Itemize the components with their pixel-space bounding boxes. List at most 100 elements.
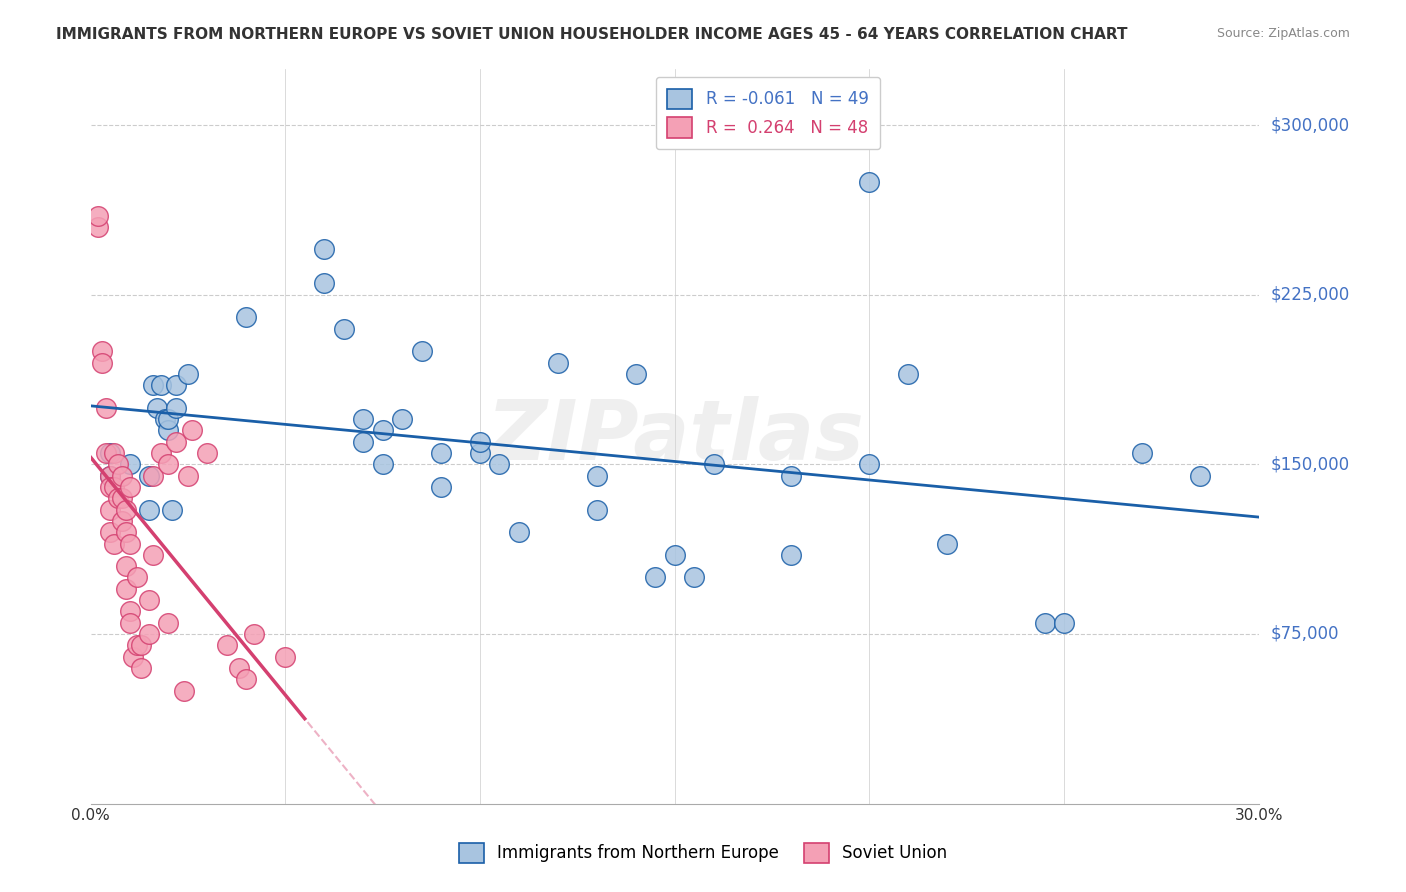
Point: [127, 638, 149, 652]
Point: [173, 683, 195, 698]
Point: [274, 649, 297, 664]
Point: [780, 468, 803, 483]
Point: [683, 570, 706, 584]
Point: [138, 502, 160, 516]
Point: [352, 412, 374, 426]
Point: [235, 672, 257, 686]
Point: [98, 480, 121, 494]
Point: [644, 570, 666, 584]
Point: [897, 367, 920, 381]
Point: [508, 525, 530, 540]
Point: [96, 401, 118, 415]
Point: [138, 468, 160, 483]
Point: [468, 446, 491, 460]
Point: [107, 491, 129, 506]
Point: [157, 615, 180, 630]
Point: [332, 321, 354, 335]
Point: [165, 434, 187, 449]
Point: [146, 401, 169, 415]
Point: [129, 638, 152, 652]
Legend: Immigrants from Northern Europe, Soviet Union: Immigrants from Northern Europe, Soviet …: [447, 831, 959, 875]
Point: [1130, 446, 1153, 460]
Point: [177, 367, 200, 381]
Point: [103, 446, 125, 460]
Point: [142, 548, 165, 562]
Text: Source: ZipAtlas.com: Source: ZipAtlas.com: [1216, 27, 1350, 40]
Point: [165, 378, 187, 392]
Point: [98, 446, 121, 460]
Point: [96, 446, 118, 460]
Point: [114, 525, 136, 540]
Legend: R = -0.061   N = 49, R =  0.264   N = 48: R = -0.061 N = 49, R = 0.264 N = 48: [655, 77, 880, 149]
Point: [114, 502, 136, 516]
Point: [430, 480, 453, 494]
Point: [142, 468, 165, 483]
Point: [98, 525, 121, 540]
Text: $300,000: $300,000: [1271, 116, 1350, 134]
Point: [858, 175, 880, 189]
Point: [114, 582, 136, 596]
Point: [118, 604, 141, 618]
Point: [664, 548, 686, 562]
Point: [197, 446, 219, 460]
Point: [228, 661, 250, 675]
Point: [142, 378, 165, 392]
Point: [780, 548, 803, 562]
Text: IMMIGRANTS FROM NORTHERN EUROPE VS SOVIET UNION HOUSEHOLDER INCOME AGES 45 - 64 : IMMIGRANTS FROM NORTHERN EUROPE VS SOVIE…: [56, 27, 1128, 42]
Point: [624, 367, 647, 381]
Point: [153, 412, 176, 426]
Point: [103, 536, 125, 550]
Point: [87, 209, 110, 223]
Point: [157, 458, 180, 472]
Point: [157, 412, 180, 426]
Point: [118, 536, 141, 550]
Point: [547, 355, 569, 369]
Point: [118, 458, 141, 472]
Point: [91, 355, 114, 369]
Point: [1033, 615, 1056, 630]
Point: [215, 638, 238, 652]
Point: [1189, 468, 1212, 483]
Point: [157, 424, 180, 438]
Point: [87, 219, 110, 234]
Point: [352, 434, 374, 449]
Point: [118, 615, 141, 630]
Point: [149, 446, 172, 460]
Point: [858, 458, 880, 472]
Point: [98, 502, 121, 516]
Text: ZIPatlas: ZIPatlas: [485, 395, 863, 476]
Point: [129, 661, 152, 675]
Point: [114, 559, 136, 574]
Point: [371, 458, 394, 472]
Point: [138, 627, 160, 641]
Point: [103, 480, 125, 494]
Point: [127, 570, 149, 584]
Point: [149, 378, 172, 392]
Point: [98, 468, 121, 483]
Point: [235, 310, 257, 325]
Point: [118, 480, 141, 494]
Point: [468, 434, 491, 449]
Point: [122, 649, 145, 664]
Point: [162, 502, 184, 516]
Point: [177, 468, 200, 483]
Point: [371, 424, 394, 438]
Point: [585, 468, 607, 483]
Point: [314, 243, 336, 257]
Point: [98, 468, 121, 483]
Point: [243, 627, 266, 641]
Point: [411, 344, 433, 359]
Point: [703, 458, 725, 472]
Point: [138, 593, 160, 607]
Point: [111, 514, 134, 528]
Point: [111, 468, 134, 483]
Point: [111, 491, 134, 506]
Text: $75,000: $75,000: [1271, 625, 1339, 643]
Text: $150,000: $150,000: [1271, 455, 1350, 474]
Point: [91, 344, 114, 359]
Text: $225,000: $225,000: [1271, 285, 1350, 303]
Point: [1053, 615, 1076, 630]
Point: [391, 412, 413, 426]
Point: [180, 424, 202, 438]
Point: [430, 446, 453, 460]
